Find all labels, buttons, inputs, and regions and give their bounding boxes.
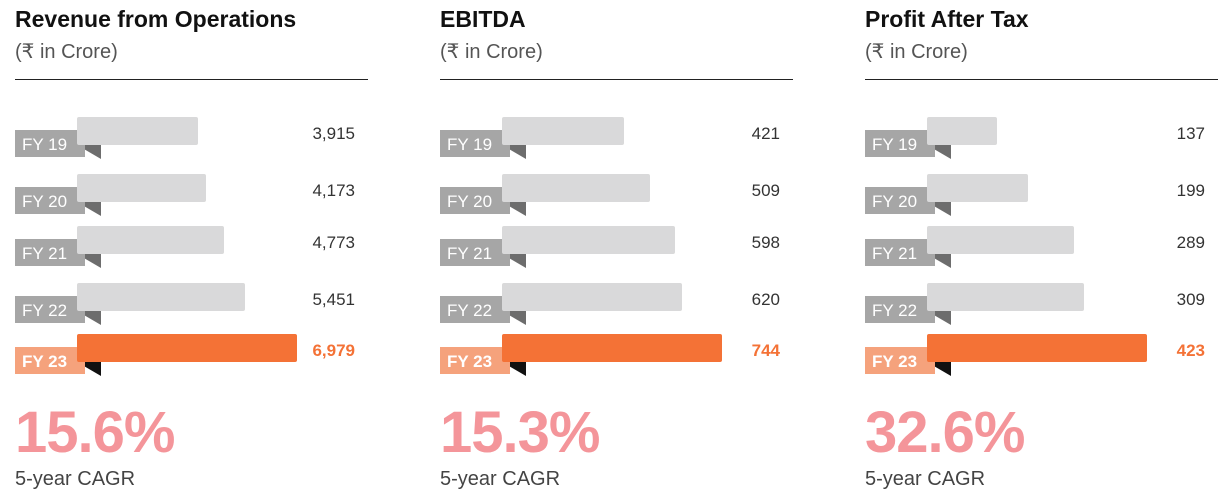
- divider: [15, 79, 368, 80]
- value-label: 5,451: [312, 290, 355, 309]
- value-label: 6,979: [312, 341, 355, 360]
- cagr-value: 32.6%: [865, 400, 1025, 465]
- bar: [927, 174, 1028, 202]
- category-label-bg: [15, 347, 85, 374]
- category-label-bg: [15, 239, 85, 266]
- divider: [865, 79, 1218, 80]
- bar: [502, 283, 682, 311]
- category-label: FY 20: [447, 192, 492, 211]
- category-label: FY 19: [872, 135, 917, 154]
- bar: [77, 334, 297, 362]
- value-label: 598: [752, 233, 780, 252]
- bar: [502, 334, 722, 362]
- category-label-bg: [865, 130, 935, 157]
- ebitda-panel: EBITDA (₹ in Crore) FY 19 421 FY 20 509 FY 2…: [440, 0, 800, 499]
- value-label: 289: [1177, 233, 1205, 252]
- value-label: 137: [1177, 124, 1205, 143]
- category-label: FY 22: [872, 301, 917, 320]
- value-label: 423: [1177, 341, 1205, 360]
- category-label: FY 20: [22, 192, 67, 211]
- bar: [77, 226, 224, 254]
- category-label-bg: [440, 296, 510, 323]
- category-label: FY 22: [447, 301, 492, 320]
- category-label-bg: [15, 130, 85, 157]
- category-label-bg: [440, 187, 510, 214]
- category-label-bg: [865, 239, 935, 266]
- panel-title: EBITDA: [440, 6, 526, 32]
- profit-bar-chart: FY 19 137 FY 20 199 FY 21 289 FY 22 309 FY 23 423: [865, 117, 1205, 376]
- value-label: 509: [752, 181, 780, 200]
- cagr-label: 5-year CAGR: [440, 468, 561, 490]
- value-label: 3,915: [312, 124, 355, 143]
- bar: [927, 117, 997, 145]
- cagr-label: 5-year CAGR: [865, 468, 986, 490]
- value-label: 744: [752, 341, 781, 360]
- category-label-bg: [440, 130, 510, 157]
- revenue-panel: Revenue from Operations (₹ in Crore) FY …: [15, 0, 375, 499]
- category-label-bg: [440, 347, 510, 374]
- bar: [77, 117, 198, 145]
- category-label-bg: [15, 187, 85, 214]
- panel-title: Profit After Tax: [865, 6, 1029, 32]
- bar: [502, 174, 650, 202]
- bar: [927, 283, 1084, 311]
- value-label: 421: [752, 124, 780, 143]
- panel-subtitle: (₹ in Crore): [15, 41, 118, 63]
- category-label: FY 19: [447, 135, 492, 154]
- bar: [927, 334, 1147, 362]
- panel-title: Revenue from Operations: [15, 6, 297, 32]
- cagr-value: 15.3%: [440, 400, 600, 465]
- ebitda-bar-chart: FY 19 421 FY 20 509 FY 21 598 FY 22 620 FY 23 744: [440, 117, 781, 376]
- panel-subtitle: (₹ in Crore): [865, 41, 968, 63]
- bar: [502, 117, 624, 145]
- value-label: 4,173: [312, 181, 355, 200]
- category-label-bg: [15, 296, 85, 323]
- category-label: FY 23: [447, 352, 492, 371]
- bar: [77, 283, 245, 311]
- category-label: FY 20: [872, 192, 917, 211]
- value-label: 620: [752, 290, 780, 309]
- cagr-label: 5-year CAGR: [15, 468, 136, 490]
- category-label-bg: [440, 239, 510, 266]
- category-label-bg: [865, 187, 935, 214]
- category-label: FY 21: [22, 244, 67, 263]
- panel-subtitle: (₹ in Crore): [440, 41, 543, 63]
- value-label: 199: [1177, 181, 1205, 200]
- profit-panel: Profit After Tax (₹ in Crore) FY 19 137 FY…: [865, 0, 1225, 499]
- category-label: FY 21: [872, 244, 917, 263]
- value-label: 309: [1177, 290, 1205, 309]
- category-label: FY 23: [22, 352, 67, 371]
- category-label: FY 23: [872, 352, 917, 371]
- bar: [927, 226, 1074, 254]
- cagr-value: 15.6%: [15, 400, 175, 465]
- category-label: FY 19: [22, 135, 67, 154]
- category-label: FY 22: [22, 301, 67, 320]
- category-label-bg: [865, 347, 935, 374]
- bar: [502, 226, 675, 254]
- category-label: FY 21: [447, 244, 492, 263]
- revenue-bar-chart: FY 19 3,915 FY 20 4,173 FY 21 4,773 FY 22 5,451…: [15, 117, 355, 376]
- bar: [77, 174, 206, 202]
- category-label-bg: [865, 296, 935, 323]
- value-label: 4,773: [312, 233, 355, 252]
- divider: [440, 79, 793, 80]
